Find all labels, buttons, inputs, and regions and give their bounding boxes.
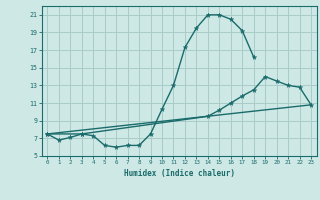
- X-axis label: Humidex (Indice chaleur): Humidex (Indice chaleur): [124, 169, 235, 178]
